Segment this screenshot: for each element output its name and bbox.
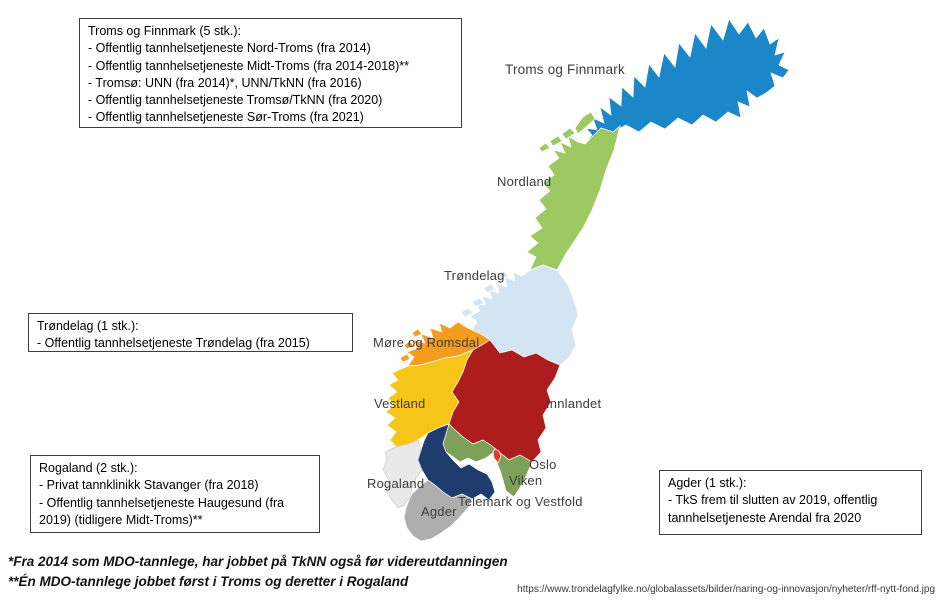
annotation-item: - TkS frem til slutten av 2019, offentli… — [668, 493, 878, 525]
annotation-item: - Offentlig tannhelsetjeneste Haugesund … — [39, 495, 285, 527]
region-nordland-island — [561, 127, 576, 140]
source-url: https://www.trondelagfylke.no/globalasse… — [517, 584, 935, 595]
annotation-title: Troms og Finnmark (5 stk.): — [88, 24, 242, 38]
annotation-item: - Offentlig tannhelsetjeneste Nord-Troms… — [88, 41, 371, 56]
annotation-title: Agder (1 stk.): — [668, 476, 747, 490]
region-more-islet — [411, 328, 423, 338]
region-viken — [442, 423, 533, 498]
annotation-box-troms-og-finnmark: Troms og Finnmark (5 stk.): - Offentlig … — [79, 18, 462, 128]
map-label-nordland: Nordland — [497, 174, 552, 189]
map-label-more-og-romsdal: Møre og Romsdal — [373, 335, 480, 350]
annotation-box-trondelag: Trøndelag (1 stk.): - Offentlig tannhels… — [28, 313, 353, 352]
annotation-box-agder: Agder (1 stk.): - TkS frem til slutten a… — [659, 470, 922, 535]
annotation-item: - Offentlig tannhelsetjeneste Midt-Troms… — [88, 58, 409, 73]
map-label-agder: Agder — [421, 504, 457, 519]
annotation-item: - Offentlig tannhelsetjeneste Sør-Troms … — [88, 110, 364, 125]
map-label-innlandet: Innlandet — [546, 396, 602, 411]
map-label-rogaland: Rogaland — [367, 476, 425, 491]
map-label-telemark-og-vestfold: Telemark og Vestfold — [458, 494, 583, 509]
annotation-item: - Offentlig tannhelsetjeneste Trøndelag … — [37, 336, 310, 351]
region-trondelag-island — [460, 307, 474, 318]
region-more-islet — [399, 353, 411, 363]
map-label-troms-og-finnmark: Troms og Finnmark — [505, 62, 625, 77]
annotation-item: - Offentlig tannhelsetjeneste Tromsø/TkN… — [88, 93, 383, 107]
region-trondelag-island — [471, 297, 485, 308]
annotation-title: Rogaland (2 stk.): — [39, 461, 138, 475]
region-nordland-island — [574, 111, 596, 135]
region-nordland-island — [538, 142, 551, 153]
annotation-item: - Tromsø: UNN (fra 2014)*, UNN/TkNN (fra… — [88, 75, 362, 90]
annotation-title: Trøndelag (1 stk.): — [37, 319, 139, 333]
map-label-viken: Viken — [509, 473, 543, 488]
region-troms-og-finnmark — [584, 18, 790, 145]
region-more-islet — [403, 340, 415, 350]
map-label-oslo: Oslo — [529, 457, 557, 472]
annotation-box-rogaland: Rogaland (2 stk.): - Privat tannklinikk … — [30, 455, 320, 533]
region-trondelag-island — [496, 270, 509, 281]
footnote-single-asterisk: *Fra 2014 som MDO-tannlege, har jobbet p… — [8, 554, 508, 569]
region-nordland-island — [549, 135, 563, 147]
annotation-item: - Privat tannklinikk Stavanger (fra 2018… — [39, 478, 259, 493]
region-rogaland — [382, 439, 423, 509]
region-nordland — [526, 125, 621, 271]
region-agder — [403, 479, 473, 542]
region-telemark-og-vestfold — [417, 423, 496, 501]
region-oslo — [492, 448, 502, 464]
map-label-trondelag: Trøndelag — [444, 268, 505, 283]
region-trondelag-island — [483, 283, 496, 294]
footnote-double-asterisk: **Én MDO-tannlege jobbet først i Troms o… — [8, 574, 409, 589]
map-label-vestland: Vestland — [374, 396, 426, 411]
